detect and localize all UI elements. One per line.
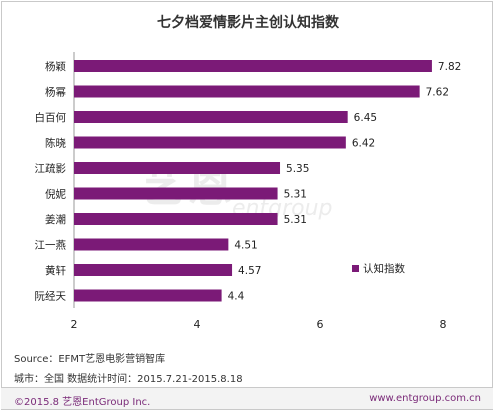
website-link[interactable]: www.entgroup.com.cn: [369, 393, 481, 404]
category-label: 江一燕: [35, 240, 67, 252]
data-label: 6.45: [354, 112, 377, 124]
bar: [74, 162, 281, 174]
category-label: 姜潮: [45, 213, 66, 226]
data-label: 5.31: [284, 214, 307, 226]
data-label: 4.51: [234, 240, 257, 252]
copyright-text: ©2015.8 艺恩EntGroup Inc.: [14, 397, 151, 408]
category-label: 江疏影: [35, 162, 67, 175]
legend-swatch: [352, 265, 359, 272]
scope-note: 城市：全国 数据统计时间：2015.7.21-2015.8.18: [14, 374, 243, 385]
source-note: Source：EFMT艺恩电影营销智库: [14, 354, 166, 365]
bar: [74, 213, 278, 225]
category-label: 白百何: [35, 111, 67, 124]
x-tick-label: 6: [317, 318, 324, 331]
bar: [74, 264, 233, 276]
x-tick-label: 4: [194, 318, 201, 331]
bar: [74, 111, 348, 123]
category-label: 杨幂: [45, 86, 66, 99]
bar: [74, 289, 222, 302]
bar: [74, 238, 229, 251]
category-label: 黄轩: [45, 264, 66, 277]
category-label: 陈晓: [45, 137, 66, 150]
data-label: 5.31: [284, 189, 307, 201]
footer-bar: ©2015.8 艺恩EntGroup Inc. www.entgroup.com…: [1, 387, 493, 409]
chart-title: 七夕档爱情影片主创认知指数: [157, 15, 339, 31]
data-label: 4.4: [228, 291, 245, 303]
data-label: 5.35: [286, 163, 309, 175]
data-label: 7.62: [426, 87, 449, 99]
bar: [74, 136, 346, 149]
category-label: 杨颖: [45, 60, 66, 73]
x-tick-label: 8: [440, 318, 447, 331]
category-label: 阮经天: [35, 290, 67, 303]
legend-label: 认知指数: [363, 262, 405, 275]
bar: [74, 60, 432, 72]
category-label: 倪妮: [45, 188, 66, 201]
bar: [74, 85, 420, 98]
bar: [74, 187, 278, 200]
data-label: 6.42: [352, 138, 375, 150]
data-label: 7.82: [438, 61, 461, 73]
data-label: 4.57: [238, 265, 261, 277]
x-tick-label: 2: [71, 318, 78, 331]
